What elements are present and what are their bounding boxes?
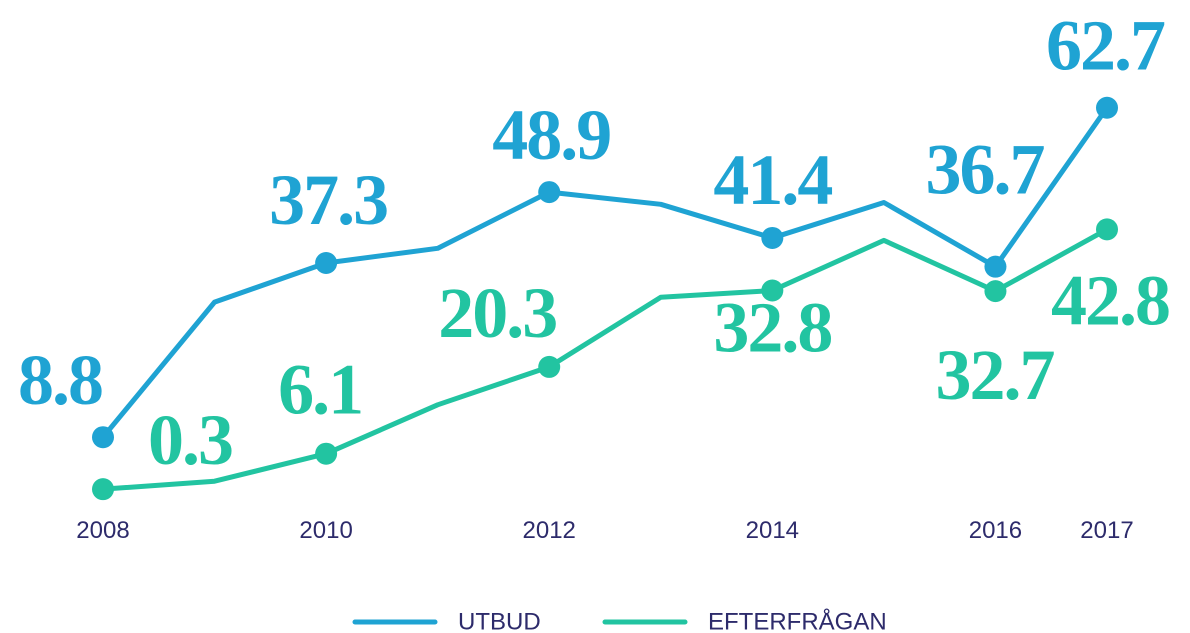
data-point	[761, 279, 784, 302]
x-tick-label: 2012	[523, 517, 576, 544]
data-point	[984, 280, 1007, 303]
legend-label: UTBUD	[458, 609, 541, 633]
data-point	[538, 355, 561, 378]
data-label: 8.8	[18, 340, 102, 420]
data-label: 0.3	[148, 400, 232, 480]
data-point	[315, 252, 338, 275]
series-line	[102, 227, 1109, 492]
series-line	[101, 106, 1110, 439]
data-point	[92, 478, 114, 501]
data-point	[1096, 96, 1118, 119]
data-label: 42.8	[1051, 260, 1169, 340]
legend-label: EFTERFRÅGAN	[708, 608, 887, 633]
data-point	[92, 426, 114, 449]
data-label: 32.8	[713, 288, 831, 368]
x-tick-label: 2017	[1080, 517, 1133, 544]
data-label: 62.7	[1046, 6, 1165, 86]
data-point	[984, 255, 1007, 278]
data-label: 20.3	[438, 273, 556, 353]
data-point	[538, 181, 561, 204]
x-tick-label: 2014	[746, 517, 799, 544]
data-point	[761, 226, 784, 249]
data-point	[1096, 218, 1118, 241]
data-label: 36.7	[925, 130, 1044, 210]
data-label: 37.3	[269, 160, 387, 240]
x-tick-label: 2016	[969, 517, 1022, 544]
data-label: 6.1	[278, 350, 362, 430]
x-tick-label: 2010	[299, 517, 352, 544]
data-point	[315, 442, 338, 465]
x-tick-label: 2008	[76, 517, 129, 544]
data-label: 48.9	[492, 95, 610, 175]
data-label: 41.4	[713, 140, 832, 220]
data-label: 32.7	[935, 335, 1054, 415]
